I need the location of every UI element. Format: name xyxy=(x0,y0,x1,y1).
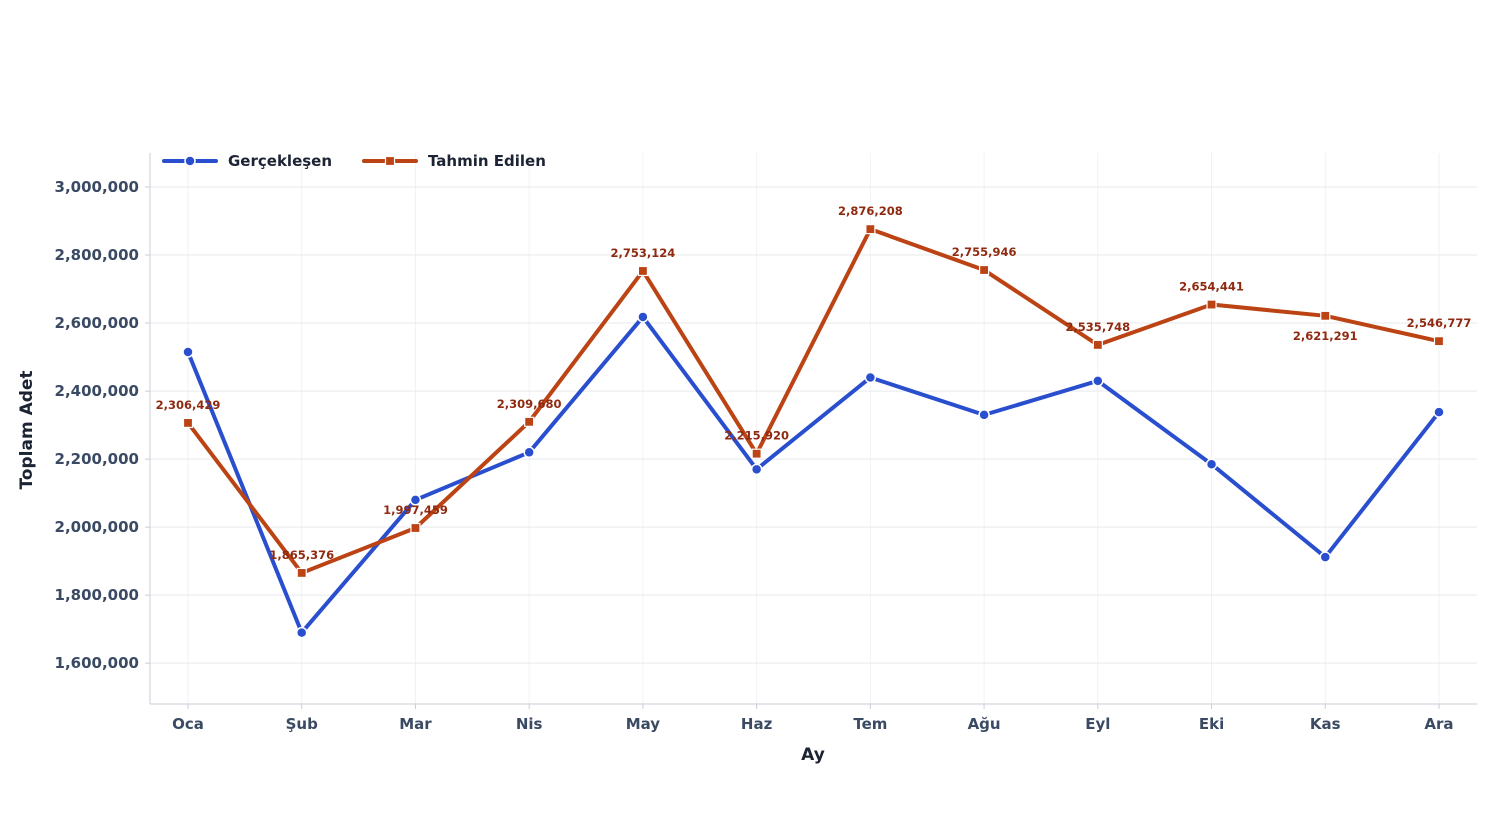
data-label: 2,755,946 xyxy=(952,245,1017,259)
series-line-forecast xyxy=(186,227,1441,575)
data-label: 2,753,124 xyxy=(611,246,676,260)
data-point-actual xyxy=(864,371,877,384)
x-tick-label: Eyl xyxy=(1085,715,1110,733)
y-tick-label: 1,800,000 xyxy=(55,586,139,604)
legend-marker-square xyxy=(384,155,396,167)
data-label: 2,309,680 xyxy=(497,397,562,411)
x-tick-label: Nis xyxy=(516,715,543,733)
x-tick-label: Kas xyxy=(1310,715,1341,733)
data-point-forecast xyxy=(410,522,421,534)
data-point-forecast xyxy=(751,448,762,459)
series xyxy=(182,224,1445,639)
y-tick-label: 2,400,000 xyxy=(55,382,139,400)
series-line-actual xyxy=(186,314,1441,635)
x-tick-label: Tem xyxy=(853,715,887,733)
x-tick-label: Mar xyxy=(399,715,432,733)
x-axis-title: Ay xyxy=(801,745,825,765)
data-point-forecast xyxy=(524,416,535,427)
data-point-forecast xyxy=(296,567,307,579)
data-point-forecast xyxy=(978,264,990,276)
data-label: 1,997,459 xyxy=(383,503,448,517)
data-point-forecast xyxy=(1320,310,1331,321)
data-label: 2,306,429 xyxy=(156,398,221,412)
data-point-forecast xyxy=(1206,299,1217,310)
data-point-actual xyxy=(750,463,763,476)
data-label: 2,546,777 xyxy=(1407,316,1472,330)
y-tick-label: 1,600,000 xyxy=(55,654,139,672)
y-axis-ticks: 1,600,000 1,800,000 2,000,000 2,200,000 2,40… xyxy=(55,178,150,672)
data-label: 2,535,748 xyxy=(1065,320,1130,334)
data-point-forecast xyxy=(637,265,649,277)
y-tick-label: 2,200,000 xyxy=(55,450,139,468)
data-point-actual xyxy=(1319,551,1332,563)
x-tick-label: May xyxy=(626,715,661,733)
data-label: 2,654,441 xyxy=(1179,280,1244,294)
data-point-forecast xyxy=(865,224,876,235)
data-point-actual xyxy=(1205,458,1218,470)
legend: Gerçekleşen Tahmin Edilen xyxy=(162,152,546,170)
y-axis-title: Toplam Adet xyxy=(17,370,37,489)
legend-label: Tahmin Edilen xyxy=(428,152,546,170)
data-labels: 2,306,429 1,865,376 1,997,459 2,309,680 2,75… xyxy=(156,204,1472,562)
x-tick-label: Oca xyxy=(172,715,204,733)
y-tick-label: 2,800,000 xyxy=(55,246,139,264)
data-point-forecast xyxy=(1433,336,1445,347)
data-point-actual xyxy=(295,626,308,639)
x-axis-ticks: Oca Şub Mar Nis May Haz Tem Ağu Eyl Eki Kas Ara xyxy=(172,704,1454,733)
x-tick-label: Haz xyxy=(741,715,773,733)
data-label: 2,215,920 xyxy=(724,429,789,443)
data-point-actual xyxy=(409,494,422,506)
data-point-forecast xyxy=(1092,339,1103,351)
x-tick-label: Ara xyxy=(1424,715,1453,733)
data-point-actual xyxy=(523,446,535,459)
y-tick-label: 2,000,000 xyxy=(55,518,139,536)
data-point-actual xyxy=(1092,375,1104,387)
grid xyxy=(150,153,1477,704)
x-tick-label: Eki xyxy=(1199,715,1224,733)
data-label: 1,865,376 xyxy=(269,548,334,562)
data-label: 2,621,291 xyxy=(1293,329,1358,343)
data-point-actual xyxy=(637,311,649,323)
legend-marker-circle xyxy=(184,155,196,167)
y-tick-label: 2,600,000 xyxy=(55,314,139,332)
data-label: 2,876,208 xyxy=(838,204,903,218)
data-point-forecast xyxy=(182,417,194,429)
y-tick-label: 3,000,000 xyxy=(55,178,139,196)
data-point-actual xyxy=(1433,406,1445,418)
x-tick-label: Ağu xyxy=(968,715,1001,733)
data-point-actual xyxy=(182,346,194,358)
x-tick-label: Şub xyxy=(286,715,318,733)
legend-label: Gerçekleşen xyxy=(228,152,332,170)
axes xyxy=(149,153,1477,705)
data-point-actual xyxy=(978,409,990,421)
